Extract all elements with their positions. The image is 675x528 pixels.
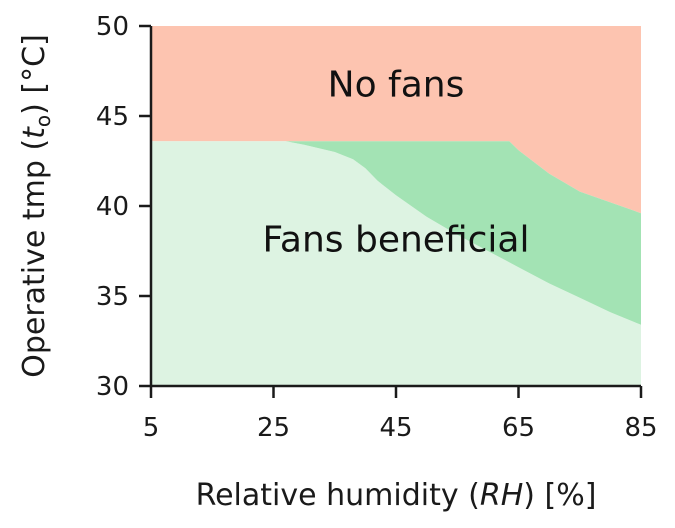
y-tick-label-45: 45	[96, 102, 129, 132]
region-label-fans-beneficial: Fans beneficial	[263, 219, 530, 260]
x-axis-label-prefix: Relative humidity (	[196, 478, 480, 513]
region-no-fans-area	[151, 26, 641, 214]
x-tick-label-25: 25	[257, 413, 290, 443]
y-tick-label-50: 50	[96, 12, 129, 42]
y-tick-label-40: 40	[96, 192, 129, 222]
plot-areas	[151, 26, 641, 386]
y-ticks: 30 35 40 45 50	[96, 12, 151, 402]
y-axis-label-subscript: o	[31, 115, 55, 127]
y-tick-label-35: 35	[96, 282, 129, 312]
x-tick-label-65: 65	[502, 413, 535, 443]
y-tick-label-30: 30	[96, 372, 129, 402]
y-axis-label-suffix: ) [°C]	[17, 34, 52, 115]
region-transition-area	[151, 141, 641, 325]
y-axis-label: Operative tmp (to) [°C]	[17, 34, 55, 378]
x-tick-label-45: 45	[379, 413, 412, 443]
y-axis-label-prefix: Operative tmp (	[17, 139, 52, 378]
y-axis-label-symbol: t	[17, 126, 52, 139]
x-axis-label: Relative humidity (RH) [%]	[196, 478, 597, 513]
x-ticks: 5 25 45 65 85	[143, 386, 658, 443]
axes: 30 35 40 45 50 5 25 45 65 85	[96, 12, 658, 443]
region-fans-beneficial-area	[151, 141, 641, 386]
x-axis-label-symbol: RH	[480, 478, 523, 513]
x-tick-label-5: 5	[143, 413, 160, 443]
x-tick-label-85: 85	[624, 413, 657, 443]
region-label-no-fans: No fans	[328, 65, 465, 106]
x-axis-label-suffix: ) [%]	[523, 478, 596, 513]
